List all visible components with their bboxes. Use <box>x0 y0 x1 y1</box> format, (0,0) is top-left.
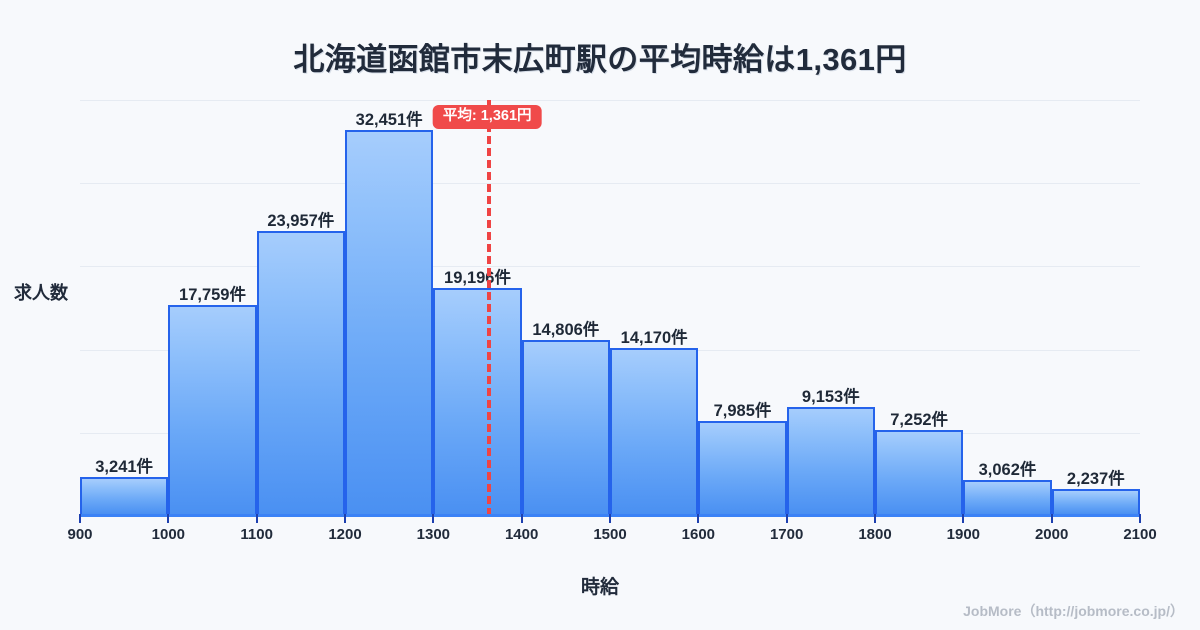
histogram-bar[interactable] <box>521 340 610 516</box>
x-axis-tick <box>432 514 435 523</box>
y-axis-title: 求人数 <box>14 283 68 303</box>
gridline <box>80 100 1140 101</box>
histogram-bar[interactable] <box>698 421 787 516</box>
histogram-bar[interactable] <box>80 477 169 516</box>
x-axis-title: 時給 <box>580 577 619 598</box>
bar-value-label: 3,241件 <box>95 458 154 477</box>
x-axis-tick <box>255 514 258 523</box>
bar-value-label: 32,451件 <box>355 111 423 130</box>
bar-value-label: 3,062件 <box>978 460 1037 479</box>
x-axis-tick-label: 900 <box>67 526 93 543</box>
histogram-bar[interactable] <box>168 304 257 516</box>
bar-value-label: 7,985件 <box>713 402 772 421</box>
footer-watermark: JobMore（http://jobmore.co.jp/） <box>963 603 1184 619</box>
histogram-bar[interactable] <box>875 429 964 516</box>
plot-area: 3,241件 17,759件 23,957件 32,451件 19,196件 14,806… <box>80 100 1140 516</box>
x-axis-tick-label: 1500 <box>593 526 627 543</box>
bar-value-label: 7,252件 <box>890 410 949 429</box>
x-axis-tick-label: 1400 <box>504 526 539 543</box>
x-axis-tick <box>344 514 346 523</box>
bar-value-label: 14,170件 <box>620 328 688 347</box>
x-axis-tick-label: 1700 <box>769 526 804 543</box>
x-axis-tick <box>609 514 611 523</box>
x-axis-tick <box>697 514 700 523</box>
histogram-bar[interactable] <box>610 347 699 516</box>
histogram-bar[interactable] <box>433 287 522 516</box>
bar-value-label: 2,237件 <box>1066 470 1125 489</box>
x-axis-tick-label: 1200 <box>328 526 362 543</box>
bar-value-label: 14,806件 <box>532 321 600 340</box>
average-badge: 平均: 1,361円 <box>432 105 542 129</box>
histogram-bar[interactable] <box>1051 489 1140 516</box>
x-axis-tick-label: 2100 <box>1123 526 1157 543</box>
x-axis-tick <box>874 514 876 523</box>
x-axis-tick <box>1139 514 1141 523</box>
chart-title: 北海道函館市末広町駅の平均時給は1,361円 <box>293 42 907 77</box>
gridline <box>80 266 1140 268</box>
x-axis-tick <box>167 514 170 523</box>
x-axis-tick-label: 1300 <box>416 526 451 543</box>
bar-value-label: 23,957件 <box>267 212 335 231</box>
x-axis-tick-label: 1100 <box>240 526 273 543</box>
x-axis-tick-label: 1600 <box>681 526 716 543</box>
histogram-bar[interactable] <box>345 130 434 516</box>
bar-value-label: 9,153件 <box>801 388 860 407</box>
x-axis-tick-label: 1000 <box>151 526 186 543</box>
x-axis-tick <box>962 514 965 523</box>
x-axis-tick <box>1050 514 1053 523</box>
x-axis-tick-label: 1800 <box>858 526 892 543</box>
histogram-bar[interactable] <box>786 407 875 516</box>
bar-value-label: 17,759件 <box>179 285 246 304</box>
x-axis-tick-label: 2000 <box>1034 526 1069 543</box>
bar-value-label: 19,196件 <box>444 268 511 287</box>
x-axis-tick <box>79 514 81 523</box>
x-axis-tick <box>785 514 788 523</box>
average-line <box>487 100 492 516</box>
x-axis-tick <box>520 514 523 523</box>
histogram-bar[interactable] <box>256 231 345 516</box>
x-axis-tick-label: 1900 <box>946 526 981 543</box>
gridline <box>80 183 1140 185</box>
histogram-bar[interactable] <box>963 479 1052 516</box>
